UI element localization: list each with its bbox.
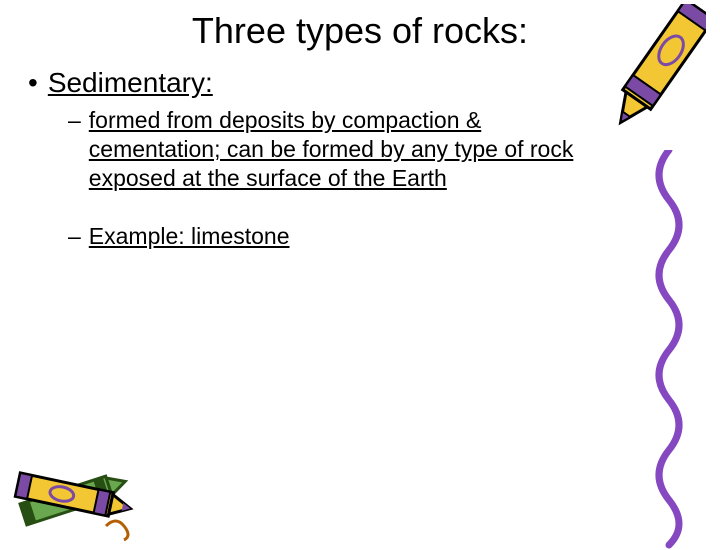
squiggle-icon bbox=[644, 150, 694, 550]
dash-marker: – bbox=[68, 106, 81, 135]
dash-marker: – bbox=[68, 222, 81, 251]
crayon-icon bbox=[596, 4, 706, 154]
content-area: • Sedimentary: – formed from deposits by… bbox=[28, 66, 588, 251]
bullet-text: Sedimentary: bbox=[48, 66, 213, 100]
sub-text-1: formed from deposits by compaction & cem… bbox=[89, 106, 588, 194]
bullet-row: • Sedimentary: bbox=[28, 66, 588, 100]
sub-bullet-1: – formed from deposits by compaction & c… bbox=[68, 106, 588, 194]
bullet-marker: • bbox=[28, 66, 38, 100]
crossed-crayons-icon bbox=[6, 444, 136, 544]
sub-text-2: Example: limestone bbox=[89, 222, 290, 251]
sub-bullet-2: – Example: limestone bbox=[68, 222, 588, 251]
